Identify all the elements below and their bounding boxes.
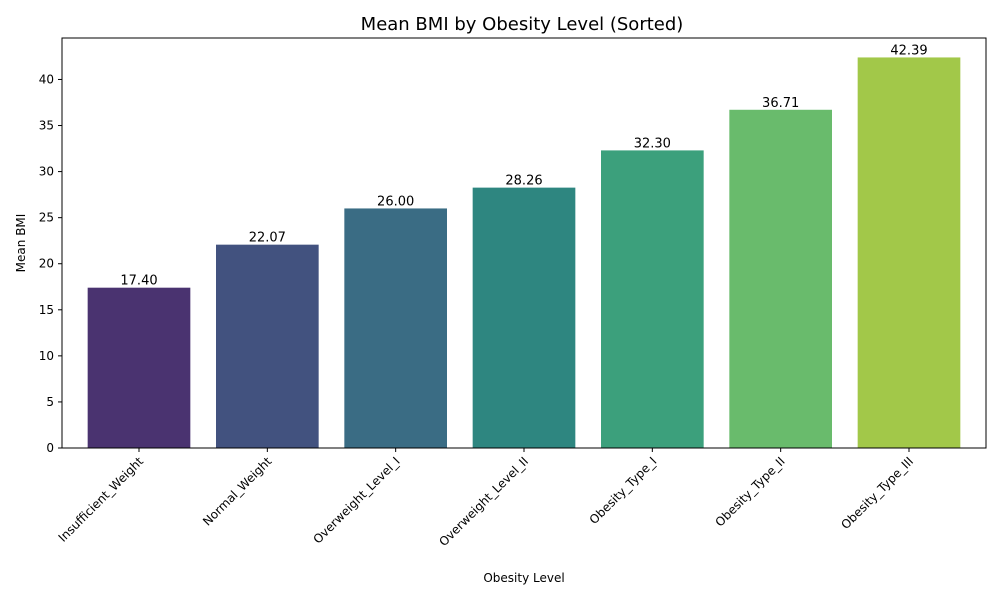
bar-value-label: 42.39	[890, 43, 927, 58]
bar	[857, 57, 961, 448]
bar-value-label: 17.40	[120, 274, 157, 289]
y-tick-label: 15	[39, 303, 54, 317]
y-tick-label: 25	[39, 211, 54, 225]
x-tick-label: Insufficient_Weight	[56, 454, 147, 545]
y-tick-label: 0	[46, 441, 54, 455]
y-tick-label: 35	[39, 119, 54, 133]
x-tick-label: Overweight_Level_I	[310, 454, 402, 546]
y-tick-label: 40	[39, 72, 54, 86]
y-tick-label: 30	[39, 165, 54, 179]
x-tick-label: Overweight_Level_II	[436, 454, 531, 549]
x-tick-label: Normal_Weight	[200, 454, 275, 529]
bar	[87, 287, 191, 448]
x-tick-label: Obesity_Type_III	[838, 454, 916, 532]
bar	[601, 150, 704, 449]
y-tick-label: 20	[39, 257, 54, 271]
y-axis-label: Mean BMI	[14, 214, 28, 273]
x-axis: Insufficient_Weight Normal_Weight Overweig…	[56, 448, 916, 549]
chart-title: Mean BMI by Obesity Level (Sorted)	[361, 14, 684, 35]
bar	[344, 208, 447, 448]
y-tick-label: 10	[39, 349, 54, 363]
bars-group	[87, 57, 961, 449]
x-tick-label: Obesity_Type_I	[587, 454, 660, 527]
value-labels-group: 17.40 22.07 26.00 28.26 32.30 36.71 42.39	[120, 43, 927, 288]
y-tick-label: 5	[46, 395, 54, 409]
bar-value-label: 32.30	[634, 136, 671, 151]
x-axis-label: Obesity Level	[483, 571, 564, 585]
bar-value-label: 22.07	[249, 231, 286, 246]
y-axis: 0 5 10 15 20 25 30 35 40	[39, 72, 62, 455]
bar	[472, 187, 576, 449]
bar-value-label: 26.00	[377, 194, 414, 209]
x-tick-label: Obesity_Type_II	[712, 454, 787, 529]
bar-value-label: 28.26	[505, 174, 542, 189]
bar	[729, 109, 832, 448]
bar-value-label: 36.71	[762, 96, 799, 111]
bar	[216, 244, 319, 448]
plot-frame	[61, 37, 987, 449]
